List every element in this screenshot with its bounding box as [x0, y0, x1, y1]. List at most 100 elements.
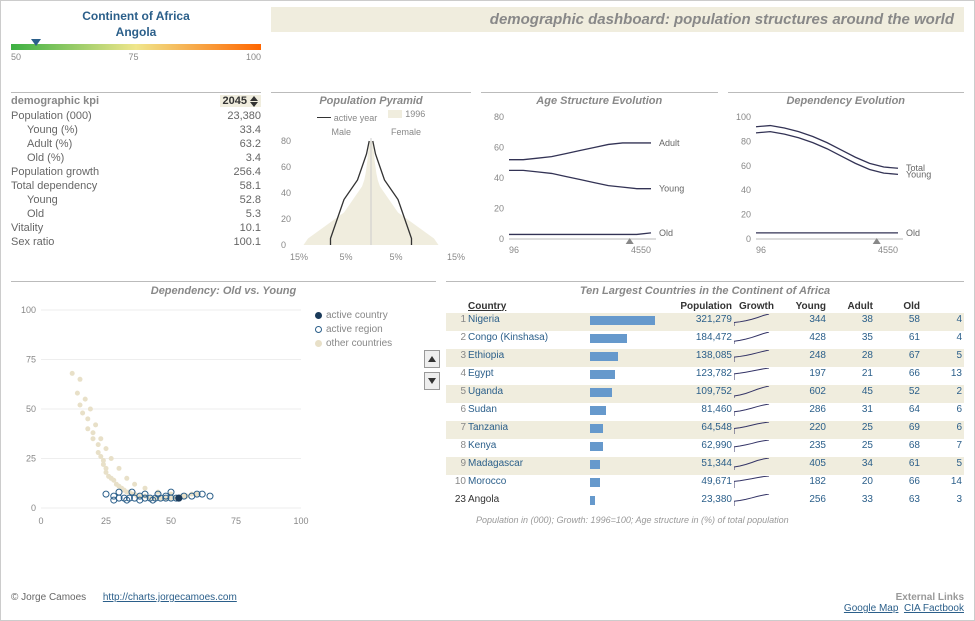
table-row[interactable]: 5 Uganda 109,752 602 45 52 2	[446, 385, 964, 403]
table-row[interactable]: 2 Congo (Kinshasa) 184,472 428 35 61 4	[446, 331, 964, 349]
growth: 286	[776, 404, 826, 420]
pop-bar	[590, 314, 660, 330]
svg-text:50: 50	[166, 516, 176, 526]
young: 31	[828, 404, 873, 420]
table-title: Ten Largest Countries in the Continent o…	[446, 281, 964, 300]
young: 34	[828, 458, 873, 474]
growth-spark	[734, 440, 774, 456]
gradient-mid: 75	[128, 52, 138, 62]
country-name: Uganda	[468, 386, 588, 402]
kpi-value: 100.1	[233, 236, 261, 248]
svg-text:4550: 4550	[631, 245, 651, 255]
gradient-max: 100	[246, 52, 261, 62]
svg-text:0: 0	[281, 240, 286, 250]
pyramid-panel: Population Pyramid active year 1996 8060…	[271, 92, 471, 263]
svg-text:Young: Young	[659, 184, 684, 194]
kpi-label: Old (%)	[27, 152, 64, 164]
kpi-label: Adult (%)	[27, 138, 72, 150]
svg-text:40: 40	[494, 173, 504, 183]
kpi-value: 5.3	[246, 208, 261, 220]
rank: 4	[448, 368, 466, 384]
old: 5	[922, 458, 962, 474]
credit-link[interactable]: http://charts.jorgecamoes.com	[103, 592, 237, 603]
svg-text:15%: 15%	[447, 252, 465, 262]
pop-bar	[590, 440, 660, 456]
young: 45	[828, 386, 873, 402]
rank: 2	[448, 332, 466, 348]
dependency-evolution-panel: Dependency Evolution 020406080100TotalYo…	[728, 92, 965, 263]
gradient-min: 50	[11, 52, 21, 62]
table-row[interactable]: 9 Madagascar 51,344 405 34 61 5	[446, 457, 964, 475]
svg-text:20: 20	[494, 204, 504, 214]
svg-text:40: 40	[740, 185, 750, 195]
pop-bar	[590, 332, 660, 348]
svg-text:5%: 5%	[339, 252, 352, 262]
adult: 61	[875, 458, 920, 474]
rank: 5	[448, 386, 466, 402]
google-map-link[interactable]: Google Map	[844, 603, 898, 614]
table-scroll-up[interactable]	[424, 350, 440, 368]
table-row[interactable]: 10 Morocco 49,671 182 20 66 14	[446, 475, 964, 493]
adult: 64	[875, 404, 920, 420]
kpi-value: 3.4	[246, 152, 261, 164]
growth-spark	[734, 404, 774, 420]
kpi-row: Population growth256.4	[11, 165, 261, 179]
table-row[interactable]: 7 Tanzania 64,548 220 25 69 6	[446, 421, 964, 439]
kpi-value: 52.8	[240, 194, 261, 206]
pyramid-chart: 80604020015%5%5%15%MaleFemale	[271, 123, 471, 263]
year-down-icon[interactable]	[250, 102, 258, 107]
table-scroll-down[interactable]	[424, 372, 440, 390]
old: 7	[922, 440, 962, 456]
young: 35	[828, 332, 873, 348]
kpi-row: Total dependency58.1	[11, 179, 261, 193]
old: 3	[922, 494, 962, 510]
dep-evo-chart: 020406080100TotalYoungOld964550	[728, 109, 948, 259]
adult: 61	[875, 332, 920, 348]
table-row[interactable]: 23 Angola 23,380 256 33 63 3	[446, 493, 964, 511]
growth-spark	[734, 494, 774, 510]
growth-spark	[734, 332, 774, 348]
year-up-icon[interactable]	[250, 96, 258, 101]
svg-text:4550: 4550	[877, 245, 897, 255]
year-selector[interactable]: 2045	[220, 95, 261, 107]
kpi-value: 63.2	[240, 138, 261, 150]
adult: 68	[875, 440, 920, 456]
svg-text:Old: Old	[906, 228, 920, 238]
rank: 3	[448, 350, 466, 366]
table-row[interactable]: 1 Nigeria 321,279 344 38 58 4	[446, 313, 964, 331]
table-row[interactable]: 4 Egypt 123,782 197 21 66 13	[446, 367, 964, 385]
dashboard-title: demographic dashboard: population struct…	[271, 7, 964, 32]
table-row[interactable]: 8 Kenya 62,990 235 25 68 7	[446, 439, 964, 457]
kpi-value: 23,380	[227, 110, 261, 122]
pyramid-legend-active: active year	[317, 113, 378, 123]
svg-text:0: 0	[38, 516, 43, 526]
table-row[interactable]: 3 Ethiopia 138,085 248 28 67 5	[446, 349, 964, 367]
growth: 256	[776, 494, 826, 510]
adult: 69	[875, 422, 920, 438]
country-name: Nigeria	[468, 314, 588, 330]
country-name: Sudan	[468, 404, 588, 420]
young: 38	[828, 314, 873, 330]
growth-spark	[734, 476, 774, 492]
country-label: Angola	[11, 25, 261, 41]
svg-text:40: 40	[281, 188, 291, 198]
pop-bar	[590, 386, 660, 402]
rank: 6	[448, 404, 466, 420]
cia-factbook-link[interactable]: CIA Factbook	[904, 603, 964, 614]
svg-text:50: 50	[26, 404, 36, 414]
svg-text:96: 96	[509, 245, 519, 255]
kpi-row: Sex ratio100.1	[11, 235, 261, 249]
young: 28	[828, 350, 873, 366]
table-panel: Ten Largest Countries in the Continent o…	[446, 281, 964, 530]
young: 20	[828, 476, 873, 492]
young: 21	[828, 368, 873, 384]
young: 33	[828, 494, 873, 510]
scatter-legend-item: active region	[315, 324, 392, 335]
country-name: Ethiopia	[468, 350, 588, 366]
pop-bar	[590, 404, 660, 420]
kpi-label: Old	[27, 208, 44, 220]
table-row[interactable]: 6 Sudan 81,460 286 31 64 6	[446, 403, 964, 421]
growth: 428	[776, 332, 826, 348]
svg-text:60: 60	[494, 143, 504, 153]
population: 62,990	[662, 440, 732, 456]
